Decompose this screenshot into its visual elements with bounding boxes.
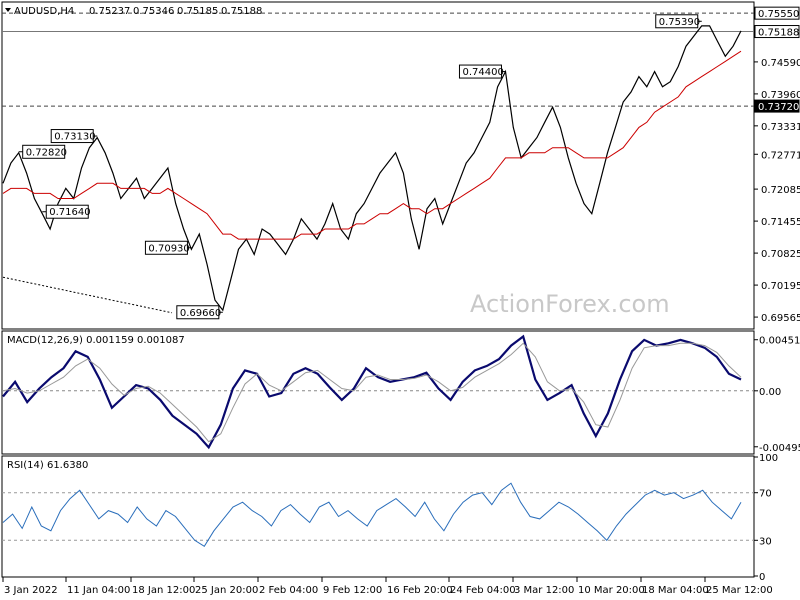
rsi-panel-border (1, 455, 755, 578)
rsi-y-axis: 100 70 30 0 (754, 453, 778, 583)
price-tick-label: 0.71455 (761, 217, 800, 228)
price-tick-label: 0.73960 (761, 90, 800, 101)
price-tick-box (754, 99, 800, 113)
annotation-box (176, 305, 220, 320)
panel-borders (1, 1, 755, 578)
macd-tick-label: 0.00 (759, 387, 781, 398)
price-tick-label: 0.70195 (761, 281, 800, 292)
time-tick-label: 18 Jan 12:00 (132, 585, 195, 596)
rsi-level-lines (2, 492, 754, 541)
time-tick-label: 11 Jan 04:00 (67, 585, 130, 596)
time-tick-label: 2 Feb 04:00 (259, 585, 318, 596)
time-tick-label: 3 Jan 2022 (4, 585, 58, 596)
annotation-label: 0.74400 (462, 67, 503, 78)
price-tick-label: 0.75188 (758, 28, 799, 39)
time-tick-label: 10 Mar 20:00 (578, 585, 645, 596)
time-tick-label: 25 Mar 12:00 (706, 585, 773, 596)
time-axis: 3 Jan 2022 11 Jan 04:00 18 Jan 12:00 25 Jan… (2, 577, 773, 596)
annotation-box (458, 64, 502, 79)
price-panel-title: AUDUSD,H4 (14, 6, 74, 17)
time-tick-label: 18 Mar 04:00 (642, 585, 709, 596)
long-moving-average-line (2, 276, 173, 314)
annotation-box (144, 240, 188, 255)
annotation-box (655, 14, 699, 29)
price-annotations: 0.73130 0.69660 0.72820 0.70930 0.74400 0.716… (18, 14, 702, 320)
price-tick-label: 0.72085 (761, 185, 800, 196)
time-tick-label: 9 Feb 12:00 (323, 585, 382, 596)
rsi-tick-label: 0 (759, 572, 765, 583)
rsi-tick-label: 30 (759, 536, 772, 547)
macd-panel-border (1, 330, 755, 455)
macd-line (2, 334, 742, 450)
macd-panel-title: MACD(12,26,9) 0.001159 0.001087 (7, 335, 185, 346)
annotation-box (50, 129, 94, 144)
rsi-tick-label: 70 (759, 489, 772, 500)
annotation-box (22, 144, 66, 159)
price-header-value: 0.75185 (177, 6, 218, 17)
annotation-label: 0.72820 (26, 147, 67, 158)
price-tick-label: 0.70825 (761, 249, 800, 260)
moving-average-line (2, 50, 742, 240)
macd-tick-label: 0.004517 (759, 336, 800, 347)
rsi-line (2, 482, 742, 547)
annotation-label: 0.71640 (49, 207, 90, 218)
time-tick-label: 25 Jan 20:00 (195, 585, 258, 596)
price-tick-box (754, 25, 800, 39)
price-header-value: 0.75188 (221, 6, 262, 17)
macd-y-axis: 0.004517 0.00 -0.00495 (754, 336, 800, 454)
price-series-group (2, 25, 742, 314)
price-line (2, 25, 742, 312)
price-tick-label: 0.75550 (758, 9, 799, 20)
annotation-label: 0.75390 (659, 17, 700, 28)
rsi-series-group (2, 482, 742, 547)
price-header-value: 0.75237 (89, 6, 130, 17)
collapse-triangle-icon (5, 8, 11, 12)
price-tick-label: 0.73331 (761, 122, 800, 133)
price-tick-box (754, 6, 800, 20)
annotation-box (45, 204, 89, 219)
rsi-tick-label: 100 (759, 453, 778, 464)
annotation-label: 0.73130 (54, 132, 95, 143)
price-tick-label: 0.74590 (761, 58, 800, 69)
macd-tick-label: -0.00495 (759, 443, 800, 454)
watermark: ActionForex.com (470, 290, 670, 318)
annotation-label: 0.69660 (180, 308, 221, 319)
macd-series-group (2, 334, 742, 450)
time-tick-label: 3 Mar 12:00 (514, 585, 574, 596)
rsi-panel-title: RSI(14) 61.6380 (7, 460, 88, 471)
time-tick-label: 24 Feb 04:00 (450, 585, 516, 596)
annotation-label: 0.70930 (148, 243, 189, 254)
price-reference-lines (2, 12, 754, 107)
price-header-value: 0.75346 (133, 6, 174, 17)
price-header-values: 0.75237 0.75346 0.75185 0.75188 (89, 6, 262, 17)
price-panel-border (1, 1, 755, 330)
price-tick-label: 0.69565 (761, 313, 800, 324)
price-tick-label: 0.73720 (758, 102, 799, 113)
macd-signal-line (2, 342, 742, 443)
price-tick-label: 0.72771 (761, 150, 800, 161)
time-tick-label: 16 Feb 20:00 (387, 585, 453, 596)
